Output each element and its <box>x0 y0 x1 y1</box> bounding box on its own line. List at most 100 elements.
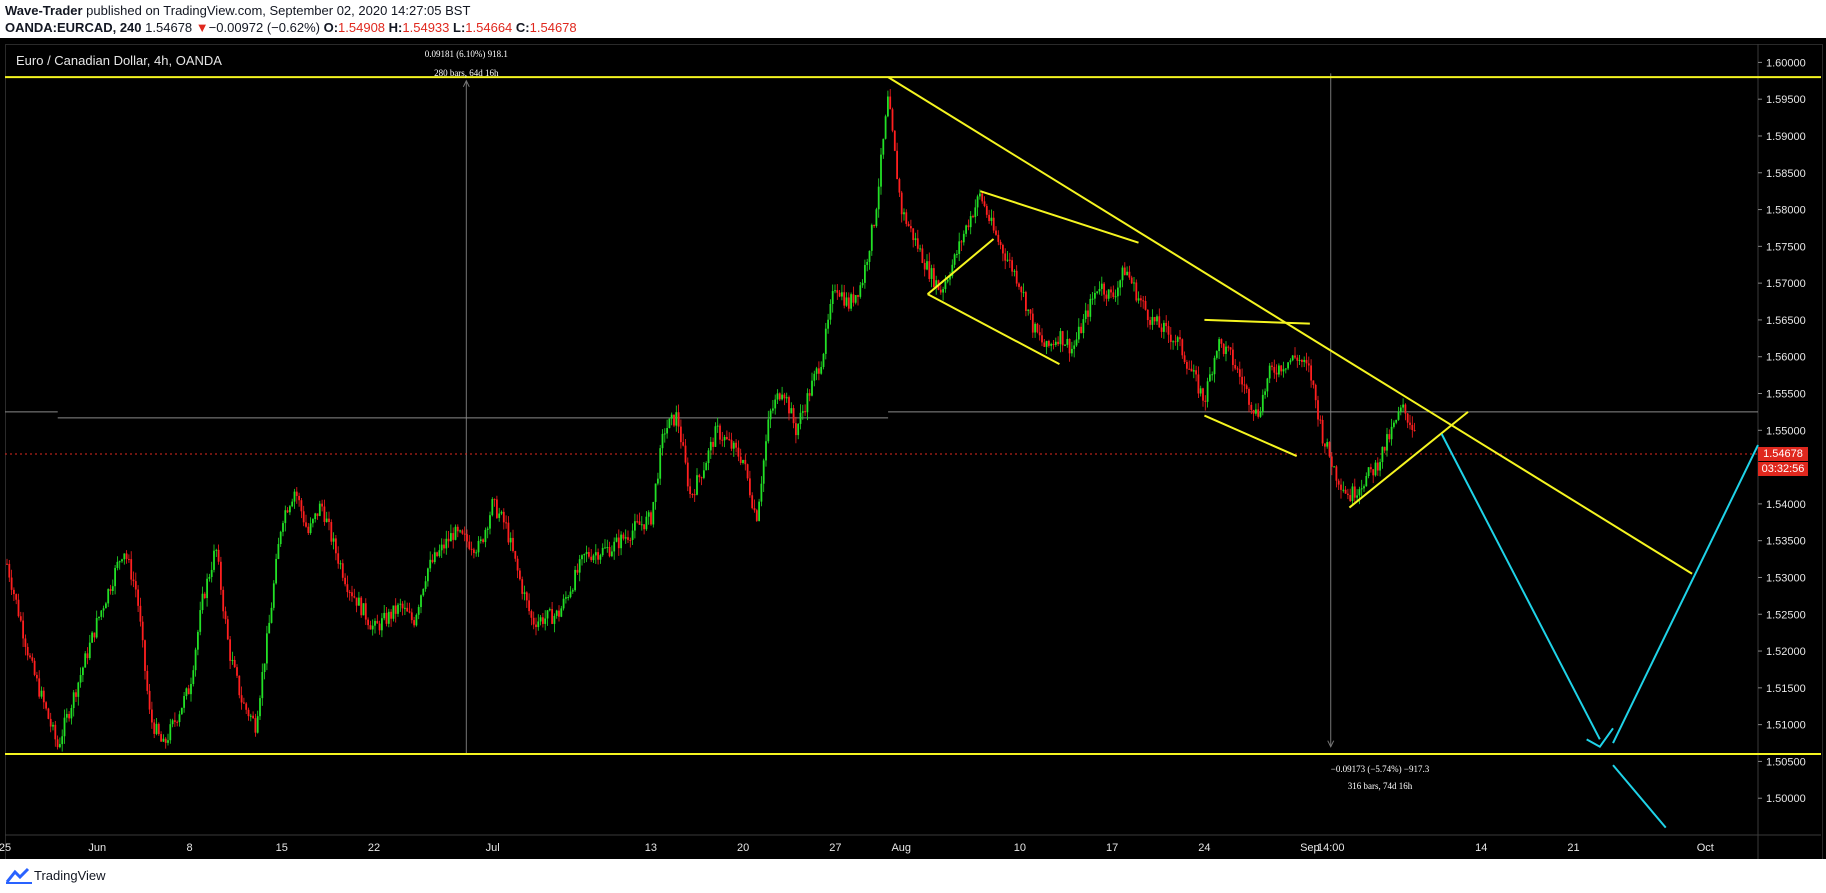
candle-body <box>666 428 668 434</box>
publisher-name[interactable]: Wave-Trader <box>5 3 83 18</box>
candle-body <box>634 521 636 531</box>
candle-body <box>203 593 206 599</box>
candle-body <box>447 538 450 542</box>
tradingview-logo-icon[interactable] <box>6 867 32 885</box>
candle-body <box>882 138 885 155</box>
candle-body <box>1261 394 1264 412</box>
candle-body <box>491 499 494 516</box>
candle-body <box>1045 340 1048 347</box>
candle-body <box>114 567 116 587</box>
candle-body <box>693 494 696 496</box>
candle-body <box>128 558 130 560</box>
price-tick-label: 1.57000 <box>1766 278 1806 290</box>
measure-up-bars: 280 bars, 64d 16h <box>434 68 499 78</box>
candle-body <box>144 640 146 671</box>
candle-body <box>956 253 958 255</box>
channel-upper-line <box>980 190 1139 244</box>
candle-body <box>22 620 24 639</box>
candle-body <box>680 426 682 443</box>
price-chart[interactable]: 1.60000 1.59500 1.59000 1.58500 1.58000 1.575… <box>0 0 1826 859</box>
candle-body <box>1284 368 1287 370</box>
candle-body <box>362 603 365 616</box>
tradingview-brand[interactable]: TradingView <box>34 868 106 883</box>
candle-body <box>795 423 797 436</box>
candle-body <box>1140 298 1142 301</box>
candle-body <box>185 688 188 697</box>
candle-body <box>141 621 144 641</box>
candle-body <box>123 553 126 560</box>
candle-body <box>845 297 848 306</box>
candle-body <box>341 563 344 578</box>
candle-body <box>8 563 11 578</box>
candle-body <box>868 250 871 262</box>
candle-body <box>1383 446 1386 451</box>
candle-body <box>431 559 434 563</box>
candle-body <box>466 534 468 542</box>
candle-body <box>399 603 402 605</box>
candle-body <box>291 501 294 507</box>
candle-body <box>1360 488 1363 490</box>
time-tick-label: 24 <box>1198 842 1210 854</box>
candle-body <box>1365 476 1368 487</box>
candle-body <box>594 552 597 556</box>
candle-body <box>394 605 397 614</box>
time-tick-label: 25 <box>0 842 11 854</box>
candle-body <box>684 445 687 463</box>
candle-body <box>75 692 77 697</box>
candle-body <box>604 547 606 549</box>
candle-body <box>990 217 993 221</box>
candle-body <box>838 292 841 297</box>
candle-body <box>1388 434 1391 440</box>
candle-body <box>769 410 772 420</box>
candle-body <box>1027 309 1030 311</box>
candle-body <box>77 682 80 697</box>
candle-body <box>799 412 802 424</box>
candle-body <box>1291 355 1294 361</box>
candle-body <box>1232 349 1234 365</box>
candle-body <box>1324 443 1326 447</box>
candle-body <box>275 558 277 584</box>
candle-body <box>1406 413 1409 423</box>
candle-body <box>1298 359 1301 361</box>
candle-body <box>309 523 312 534</box>
candle-body <box>427 568 429 582</box>
candle-body <box>962 233 965 243</box>
candle-body <box>636 521 639 523</box>
candle-body <box>176 721 179 723</box>
candle-body <box>1068 338 1071 354</box>
candle-body <box>1287 362 1289 369</box>
candle-body <box>493 499 496 501</box>
candle-body <box>696 475 698 495</box>
range-top-line <box>1204 318 1310 325</box>
candle-body <box>910 226 912 229</box>
candle-body <box>597 552 599 560</box>
candle-body <box>820 366 823 374</box>
candle-body <box>208 577 211 579</box>
candle-body <box>629 539 632 541</box>
time-tick-label: 17 <box>1106 842 1118 854</box>
candle-body <box>134 581 137 590</box>
symbol-label[interactable]: OANDA:EURCAD, 240 <box>5 20 142 35</box>
candle-body <box>325 518 328 522</box>
price-tick-label: 1.59500 <box>1766 94 1806 106</box>
candle-body <box>1344 489 1347 494</box>
candle-body <box>1349 495 1352 501</box>
candle-body <box>1241 376 1243 385</box>
candle-body <box>1172 341 1174 343</box>
candle-body <box>194 649 197 671</box>
candle-body <box>438 550 441 556</box>
candle-body <box>1259 411 1262 417</box>
candle-body <box>753 508 756 511</box>
candle-body <box>1043 342 1046 347</box>
candle-body <box>1340 484 1342 490</box>
candle-body <box>1275 372 1278 375</box>
candle-body <box>854 295 857 303</box>
candle-body <box>985 206 988 215</box>
candle-body <box>558 610 560 617</box>
price-tick-label: 1.55500 <box>1766 389 1806 401</box>
price-tick-label: 1.53500 <box>1766 536 1806 548</box>
candle-body <box>1022 292 1025 294</box>
candle-body <box>1112 292 1115 297</box>
candle-body <box>183 696 185 708</box>
candle-body <box>70 708 73 719</box>
